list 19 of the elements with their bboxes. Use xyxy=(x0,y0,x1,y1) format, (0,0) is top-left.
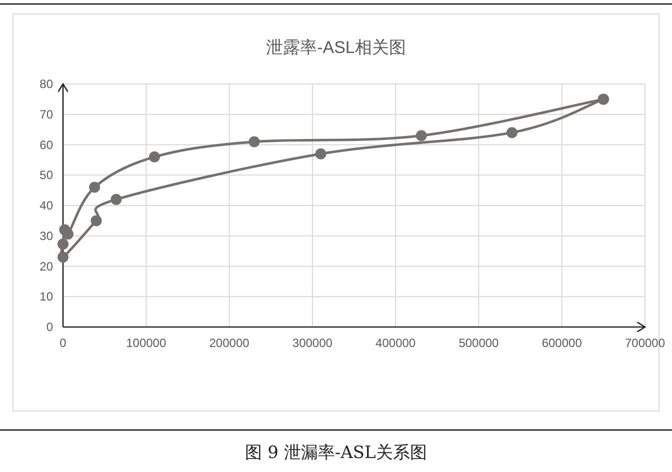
x-tick-label: 700000 xyxy=(624,336,666,350)
x-tick-label: 400000 xyxy=(376,336,416,350)
chart-title: 泄露率-ASL相关图 xyxy=(266,38,406,57)
y-tick-label: 30 xyxy=(40,228,54,243)
x-tick-label: 300000 xyxy=(292,336,333,350)
y-tick-label: 20 xyxy=(40,259,54,274)
y-tick-label: 70 xyxy=(40,107,54,122)
x-tick-label: 0 xyxy=(60,336,67,350)
y-tick-label: 50 xyxy=(40,168,54,182)
y-tick-label: 40 xyxy=(40,198,54,212)
x-tick-label: 200000 xyxy=(209,336,250,350)
y-tick-label: 80 xyxy=(40,77,54,91)
x-tick-label: 600000 xyxy=(542,336,582,350)
caption: 图 9 泄漏率-ASL关系图 xyxy=(245,443,427,463)
y-tick-label: 60 xyxy=(40,138,54,152)
y-tick-label: 0 xyxy=(46,320,54,334)
x-tick-label: 500000 xyxy=(458,336,500,350)
x-tick-label: 100000 xyxy=(126,336,166,350)
y-tick-label: 10 xyxy=(40,290,54,304)
